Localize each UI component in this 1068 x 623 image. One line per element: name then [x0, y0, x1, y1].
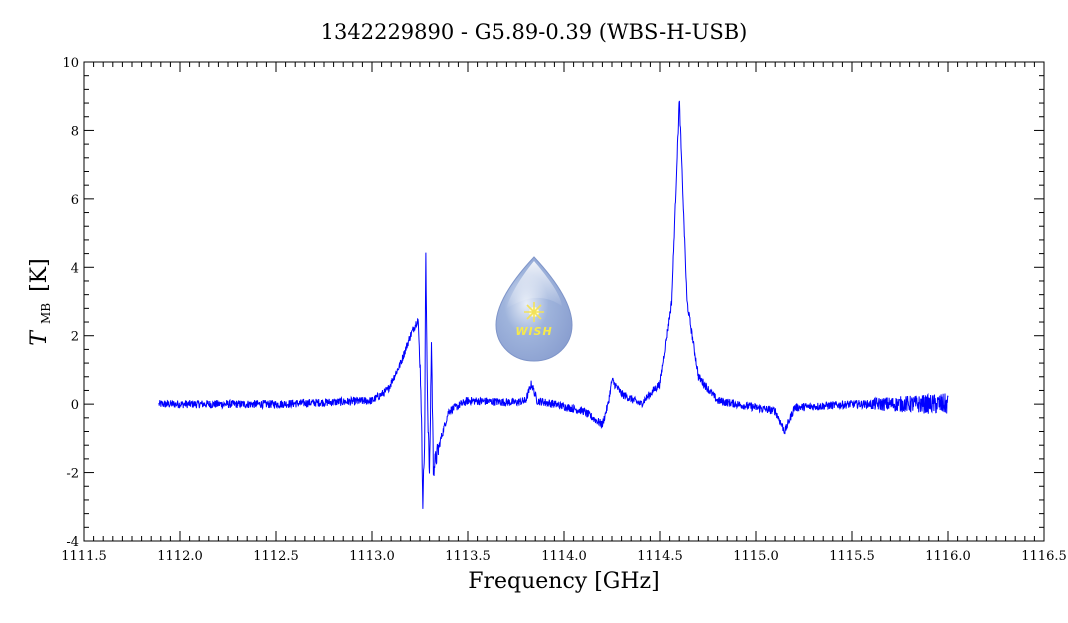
y-tick-label: 4: [71, 261, 79, 276]
x-tick-labels: 1111.5 1112.0 1112.5 1113.0 1113.5 1114.0 1114…: [61, 549, 1067, 564]
chart-title: 1342229890 - G5.89-0.39 (WBS-H-USB): [321, 20, 748, 44]
x-tick-label: 1115.5: [829, 549, 875, 564]
svg-text:T MB [K]: T MB [K]: [27, 258, 56, 345]
y-axis-unit: [K]: [27, 258, 52, 292]
x-tick-label: 1113.0: [349, 549, 395, 564]
axis-ticks: [83, 61, 1045, 542]
x-tick-label: 1111.5: [61, 549, 107, 564]
y-tick-label: 10: [62, 56, 79, 71]
y-tick-label: 8: [71, 124, 79, 139]
x-tick-label: 1113.5: [445, 549, 491, 564]
x-tick-label: 1112.5: [253, 549, 299, 564]
x-tick-label: 1115.0: [733, 549, 779, 564]
y-axis-subscript: MB: [39, 303, 53, 324]
series-line: [158, 100, 949, 509]
x-tick-label: 1116.0: [925, 549, 971, 564]
y-axis-symbol: T: [27, 329, 52, 346]
y-tick-labels: -4 -2 0 2 4 6 8 10: [62, 56, 79, 550]
y-tick-label: 0: [71, 398, 79, 413]
x-tick-label: 1114.0: [541, 549, 587, 564]
y-axis-title: T MB [K]: [27, 258, 56, 345]
wish-logo: WISH: [495, 256, 573, 362]
y-tick-label: -2: [66, 467, 79, 482]
y-tick-label: 2: [71, 330, 79, 345]
x-axis-title: Frequency [GHz]: [468, 569, 660, 594]
star-icon: [524, 302, 544, 322]
logo-text: WISH: [515, 325, 552, 338]
x-tick-label: 1116.5: [1021, 549, 1067, 564]
y-tick-label: -4: [66, 535, 79, 550]
y-tick-label: 6: [71, 193, 79, 208]
x-tick-label: 1112.0: [157, 549, 203, 564]
x-tick-label: 1114.5: [637, 549, 683, 564]
